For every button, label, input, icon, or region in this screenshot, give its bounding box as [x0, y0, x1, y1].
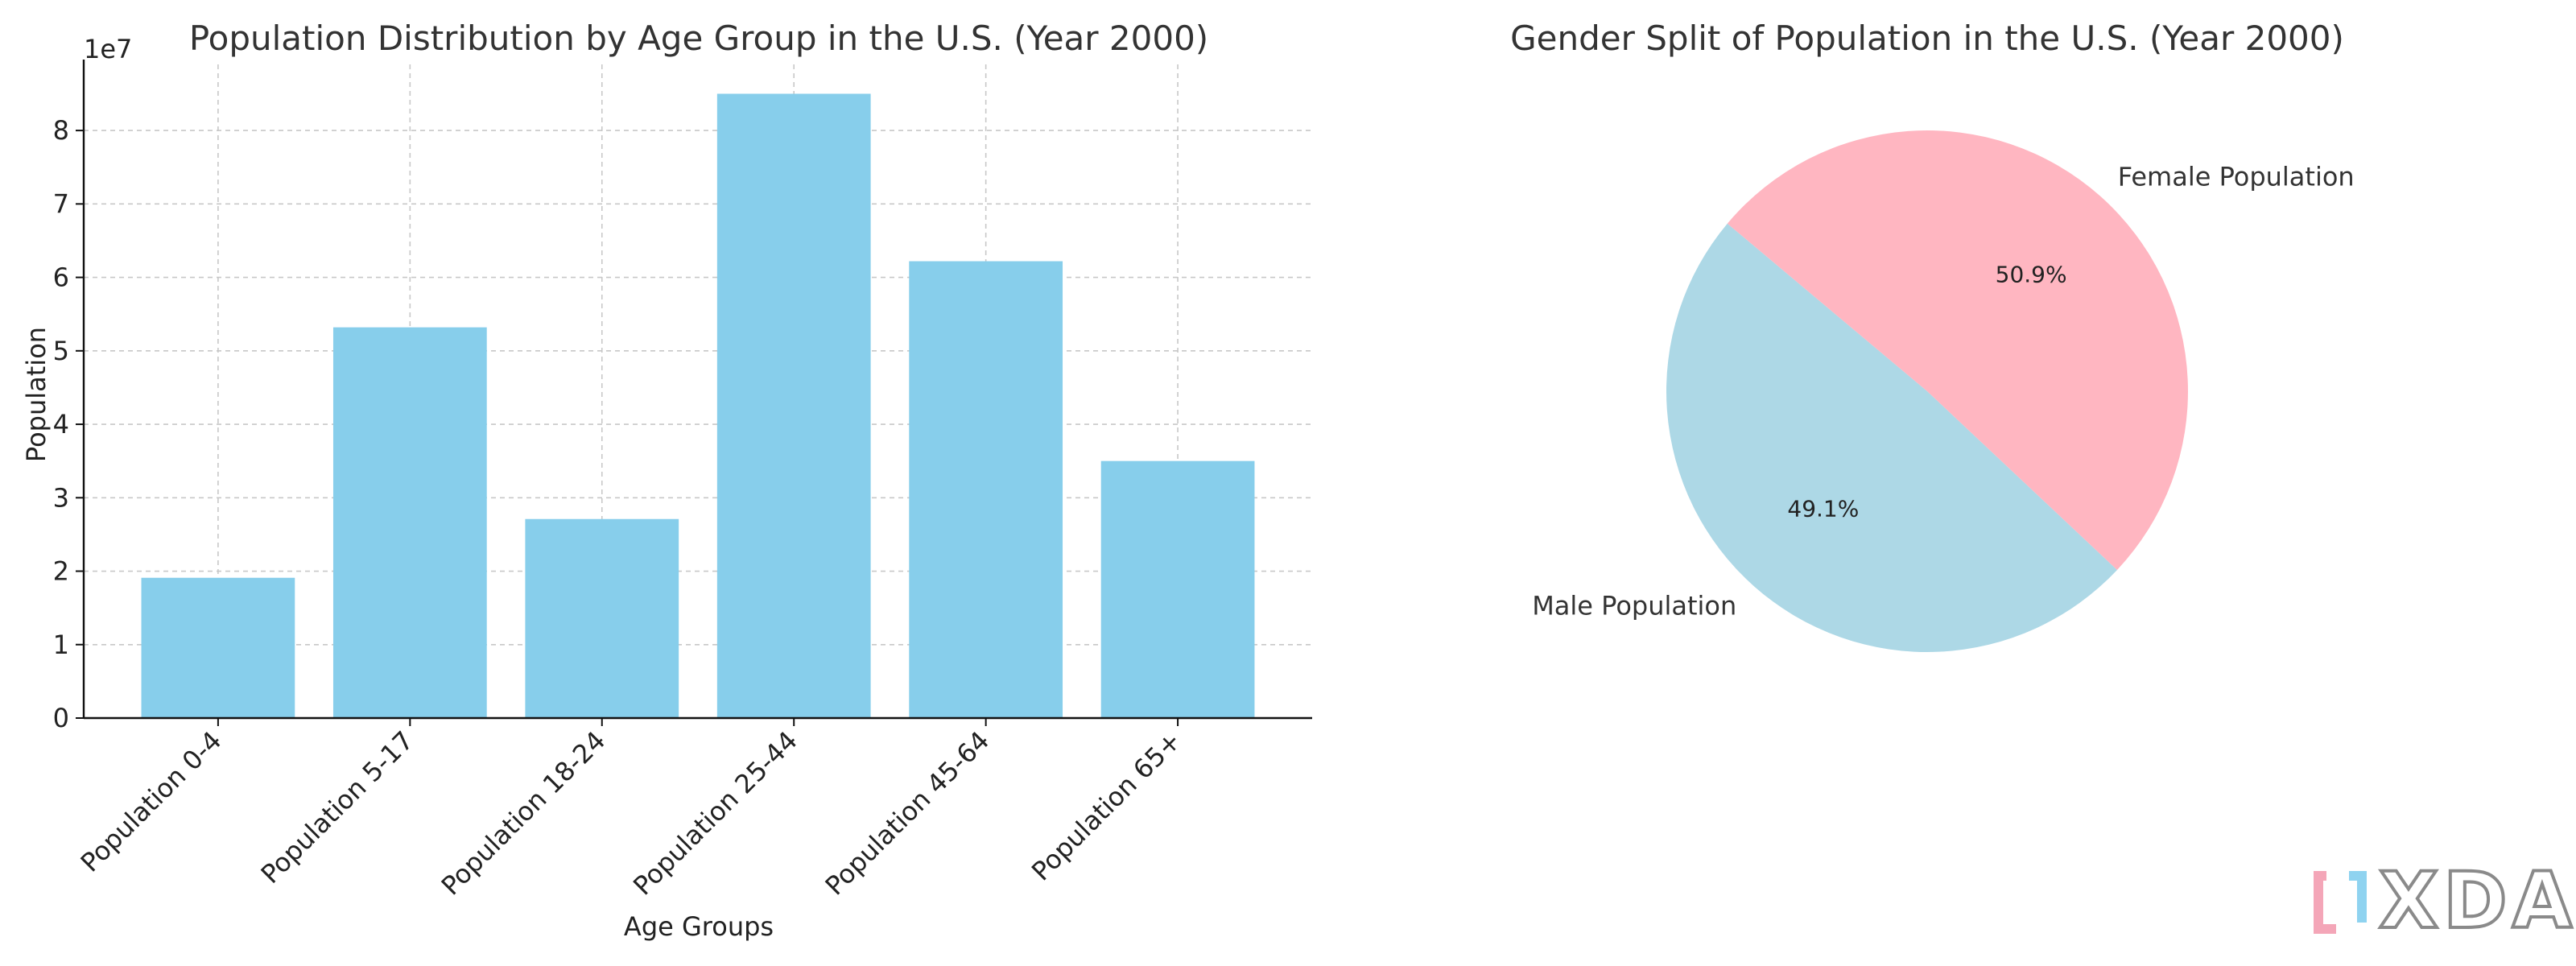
x-tick-label: Population 5-17 [255, 725, 419, 890]
y-tick-label: 1 [53, 630, 69, 660]
bar-population-5-17 [332, 327, 487, 718]
bar-population-0-4 [141, 577, 295, 718]
pie-percent-label: 50.9% [1996, 262, 2067, 288]
pie-chart: Gender Split of Population in the U.S. (… [1510, 19, 2355, 653]
x-tick-label: Population 0-4 [75, 725, 228, 878]
pie-percent-label: 49.1% [1787, 495, 1859, 522]
y-axis-label: Population [21, 327, 52, 462]
x-tick-label: Population 65+ [1026, 725, 1187, 887]
y-tick-label: 4 [53, 409, 69, 440]
xda-logo-text: XDA [2379, 856, 2576, 946]
x-axis-label: Age Groups [624, 911, 774, 942]
pie-slice-female-population [1727, 130, 2188, 570]
bar-population-45-64 [909, 261, 1063, 719]
logo-bracket-left [2314, 871, 2336, 934]
bar-chart-axes [82, 60, 1312, 720]
y-tick-label: 6 [53, 262, 69, 293]
y-tick-label: 5 [53, 336, 69, 366]
bar-population-65- [1100, 460, 1255, 718]
x-axis-ticks: Population 0-4 Population 5-17 Population … [75, 718, 1187, 901]
y-tick-label: 2 [53, 556, 69, 587]
bar-chart: Population Distribution by Age Group in … [21, 19, 1312, 942]
pie-chart-title: Gender Split of Population in the U.S. (… [1510, 19, 2344, 58]
logo-bracket-right [2349, 871, 2367, 923]
y-axis-multiplier: 1e7 [84, 34, 132, 64]
pie-slice-male-population [1666, 223, 2118, 653]
x-tick-label: Population 25-44 [627, 725, 803, 902]
y-tick-label: 0 [53, 703, 69, 733]
bar-chart-title: Population Distribution by Age Group in … [189, 19, 1208, 58]
pie-chart-slices [1666, 130, 2188, 653]
xda-logo-icon [2314, 871, 2367, 934]
pie-chart-labels: 49.1% Male Population 50.9% Female Populati… [1532, 162, 2355, 621]
pie-slice-label: Female Population [2118, 162, 2355, 192]
xda-watermark: XDA [2314, 854, 2576, 947]
y-axis-ticks: 0 1 2 3 4 5 6 7 8 [53, 115, 84, 733]
pie-slice-label: Male Population [1532, 590, 1736, 621]
bar-chart-bars [141, 93, 1255, 719]
bar-population-18-24 [525, 518, 679, 718]
x-tick-label: Population 45-64 [819, 725, 996, 902]
y-tick-label: 7 [53, 188, 69, 219]
y-tick-label: 3 [53, 482, 69, 513]
x-tick-label: Population 18-24 [436, 725, 612, 902]
y-tick-label: 8 [53, 115, 69, 146]
bar-population-25-44 [716, 93, 871, 718]
